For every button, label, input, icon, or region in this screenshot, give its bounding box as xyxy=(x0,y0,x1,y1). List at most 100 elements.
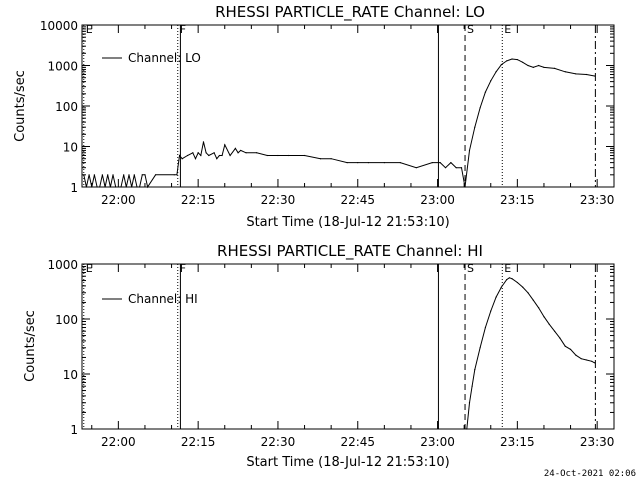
data-point xyxy=(266,154,268,157)
data-point xyxy=(224,144,226,146)
data-point xyxy=(468,149,471,152)
data-point xyxy=(88,174,90,176)
data-point xyxy=(200,154,202,157)
data-point xyxy=(464,186,466,188)
data-point xyxy=(346,162,348,164)
x-tick-label: 23:00 xyxy=(420,435,455,449)
flag-marker-label: E xyxy=(504,262,511,275)
data-point xyxy=(367,162,369,164)
data-point xyxy=(221,154,223,157)
data-point xyxy=(104,186,106,188)
flag-marker-label: E xyxy=(86,23,93,36)
data-point xyxy=(516,281,518,284)
legend-label: Channel: LO xyxy=(128,51,201,65)
data-point xyxy=(585,359,588,361)
data-point xyxy=(357,162,359,164)
x-axis-label: Start Time (18-Jul-12 21:53:10) xyxy=(246,215,449,230)
data-point xyxy=(466,428,468,430)
x-tick-label: 23:15 xyxy=(500,193,535,207)
legend: Channel: HI xyxy=(102,292,198,306)
data-point xyxy=(229,154,231,157)
y-axis-label: Counts/sec xyxy=(13,70,28,142)
x-axis-label: Start Time (18-Jul-12 21:53:10) xyxy=(246,455,449,470)
data-point xyxy=(439,162,441,164)
data-point xyxy=(154,174,157,176)
data-point xyxy=(202,141,205,143)
x-tick-label: 22:15 xyxy=(181,193,216,207)
data-point xyxy=(484,326,487,329)
data-point xyxy=(500,286,502,288)
data-point xyxy=(245,152,247,154)
data-point xyxy=(532,66,534,68)
data-point xyxy=(516,58,518,61)
y-tick-label: 10 xyxy=(63,368,78,382)
data-point xyxy=(511,58,513,60)
data-point xyxy=(553,330,556,332)
data-point xyxy=(141,174,143,176)
data-point xyxy=(197,152,199,154)
legend: Channel: LO xyxy=(102,51,201,65)
data-point xyxy=(173,174,175,176)
data-point xyxy=(569,348,572,351)
data-point xyxy=(101,174,103,176)
chart-title: RHESSI PARTICLE_RATE Channel: LO xyxy=(215,3,485,22)
data-point xyxy=(178,154,181,157)
data-point xyxy=(522,61,524,63)
x-tick-label: 22:00 xyxy=(101,435,136,449)
data-point xyxy=(564,345,566,347)
data-point xyxy=(144,174,146,176)
data-point xyxy=(99,186,101,188)
flag-marker-label: E xyxy=(504,23,511,36)
data-point xyxy=(240,149,242,152)
plot-frame xyxy=(81,263,615,430)
data-point xyxy=(585,73,588,76)
data-point xyxy=(575,354,577,356)
data-point xyxy=(474,126,476,128)
data-point xyxy=(277,154,279,157)
data-point xyxy=(139,186,141,188)
y-axis-label: Counts/sec xyxy=(23,310,38,382)
data-point xyxy=(287,154,290,157)
data-point xyxy=(218,154,221,157)
series-line xyxy=(466,277,595,430)
data-point xyxy=(474,369,476,371)
data-point xyxy=(479,347,481,349)
data-point xyxy=(508,277,510,279)
data-point xyxy=(506,279,508,281)
x-tick-label: 23:00 xyxy=(420,193,455,207)
data-point xyxy=(125,186,127,188)
data-point xyxy=(237,152,239,154)
data-point xyxy=(192,152,194,154)
data-point xyxy=(415,167,417,169)
data-point xyxy=(120,186,122,188)
data-point xyxy=(495,71,497,73)
data-point xyxy=(216,158,218,160)
data-point xyxy=(527,292,529,294)
y-tick-label: 1000 xyxy=(47,60,78,74)
data-point xyxy=(564,71,566,73)
data-point xyxy=(580,358,582,360)
x-tick-label: 23:15 xyxy=(500,435,535,449)
data-point xyxy=(431,162,433,164)
data-point xyxy=(444,167,447,169)
data-point xyxy=(538,307,540,309)
data-point xyxy=(471,385,473,387)
x-tick-label: 22:30 xyxy=(261,193,296,207)
data-point xyxy=(522,286,524,288)
data-point xyxy=(479,107,481,109)
x-tick-label: 23:30 xyxy=(580,435,615,449)
flag-marker-label: F xyxy=(180,262,186,275)
data-point xyxy=(500,64,502,66)
data-point xyxy=(186,154,189,157)
series-line xyxy=(83,58,595,189)
data-point xyxy=(123,174,125,176)
data-point xyxy=(506,60,508,62)
flag-marker-label: S xyxy=(467,262,474,275)
data-point xyxy=(109,186,111,188)
data-point xyxy=(527,64,529,67)
data-point xyxy=(468,402,471,404)
y-tick-label: 10000 xyxy=(40,19,78,33)
data-point xyxy=(593,362,596,364)
flag-marker-label: E xyxy=(86,262,93,275)
data-point xyxy=(490,80,492,82)
